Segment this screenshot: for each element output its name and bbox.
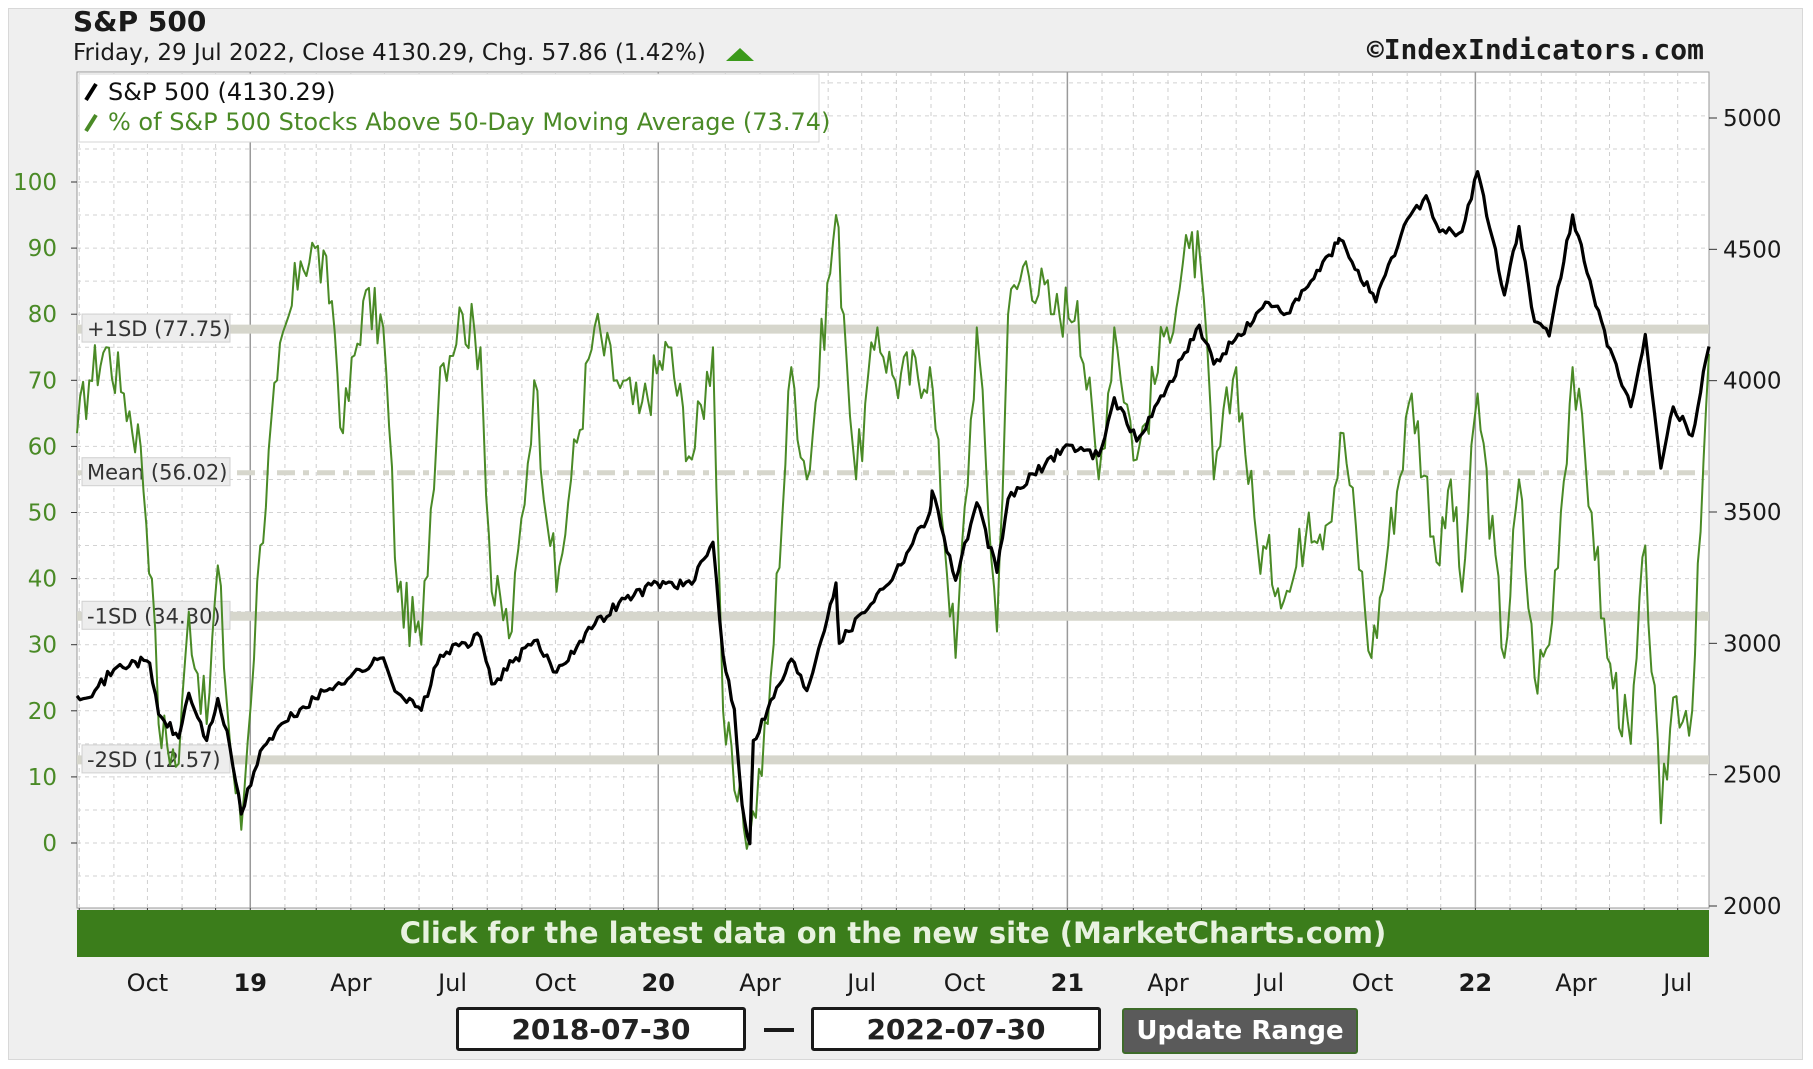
- new-site-banner-text[interactable]: Click for the latest data on the new sit…: [400, 916, 1387, 950]
- left-tick-label: 30: [28, 633, 57, 659]
- legend-swatch-spx: [84, 82, 98, 102]
- x-tick-label: Oct: [535, 969, 577, 997]
- legend: S&P 500 (4130.29) % of S&P 500 Stocks Ab…: [78, 73, 830, 143]
- x-tick-label: Apr: [1555, 969, 1597, 997]
- x-tick-label: Apr: [1147, 969, 1189, 997]
- plot-area: [76, 71, 1710, 909]
- reference-label-box: [81, 457, 231, 487]
- legend-label-breadth: % of S&P 500 Stocks Above 50-Day Moving …: [108, 108, 830, 136]
- legend-box: [78, 73, 820, 143]
- left-tick-label: 100: [13, 170, 57, 196]
- range-separator: [764, 1028, 794, 1032]
- x-tick-label: Oct: [944, 969, 986, 997]
- right-tick-label: 4500: [1723, 237, 1782, 263]
- left-tick-label: 90: [28, 236, 57, 262]
- right-tick-label: 2500: [1723, 763, 1782, 789]
- series-line-breadth: [76, 214, 1710, 850]
- grid-lines: [77, 72, 1709, 908]
- left-tick-label: 40: [28, 567, 57, 593]
- x-tick-label: Oct: [127, 969, 169, 997]
- right-tick-label: 2000: [1723, 894, 1782, 920]
- left-tick-label: 60: [28, 434, 57, 460]
- series-lines: [75, 170, 1711, 850]
- x-tick-label: Jul: [1661, 969, 1692, 997]
- x-tick-label: 19: [234, 969, 267, 997]
- x-tick-label: Jul: [845, 969, 876, 997]
- left-tick-label: 0: [42, 831, 57, 857]
- chart-subtitle: Friday, 29 Jul 2022, Close 4130.29, Chg.…: [73, 40, 706, 66]
- right-tick-label: 3500: [1723, 500, 1782, 526]
- reference-label: -2SD (12.57): [87, 748, 221, 772]
- start-date-input[interactable]: [456, 1007, 746, 1051]
- right-tick-label: 4000: [1723, 369, 1782, 395]
- x-tick-label: 22: [1459, 969, 1492, 997]
- left-tick-label: 70: [28, 368, 57, 394]
- x-tick-label: Oct: [1352, 969, 1394, 997]
- left-tick-label: 10: [28, 765, 57, 791]
- x-tick-label: 21: [1051, 969, 1084, 997]
- reference-label-box: [81, 600, 231, 630]
- left-tick-label: 50: [28, 501, 57, 527]
- up-arrow-icon: [726, 48, 754, 61]
- reference-label: Mean (56.02): [87, 461, 227, 485]
- x-tick-label: Apr: [739, 969, 781, 997]
- update-range-button[interactable]: Update Range: [1122, 1008, 1358, 1054]
- reference-label: +1SD (77.75): [87, 317, 231, 341]
- x-tick-label: Jul: [436, 969, 467, 997]
- right-tick-label: 5000: [1723, 106, 1782, 132]
- new-site-banner[interactable]: [77, 910, 1709, 957]
- reference-label-box: [81, 313, 231, 343]
- left-tick-label: 20: [28, 699, 57, 725]
- series-line-spx: [75, 170, 1711, 846]
- x-tick-label: 20: [642, 969, 675, 997]
- right-tick-label: 3000: [1723, 631, 1782, 657]
- legend-label-spx: S&P 500 (4130.29): [108, 78, 335, 106]
- reference-label-box: [81, 744, 231, 774]
- chart-title: S&P 500: [73, 5, 206, 38]
- legend-swatch-breadth: [84, 113, 98, 133]
- axes: 0 10 20 30 40 50 60 70 80 90 100 2000 2500 3000 3500 40…: [13, 106, 1781, 997]
- x-tick-label: Jul: [1253, 969, 1284, 997]
- watermark: ©IndexIndicators.com: [1367, 33, 1704, 66]
- left-tick-label: 80: [28, 302, 57, 328]
- x-tick-label: Apr: [330, 969, 372, 997]
- end-date-input[interactable]: [811, 1007, 1101, 1051]
- reference-bands: +1SD (77.75)Mean (56.02)-1SD (34.30)-2SD…: [77, 313, 1709, 774]
